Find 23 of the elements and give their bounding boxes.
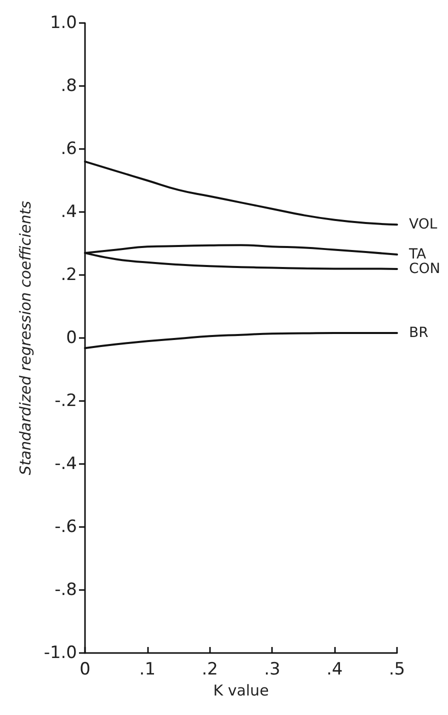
series-label: VOL [409, 216, 438, 233]
y-tick-label: 0 [66, 328, 77, 348]
series-label: TA [408, 246, 426, 263]
y-tick-label: -1.0 [44, 643, 77, 663]
y-tick-label: -.6 [54, 517, 77, 537]
y-tick-label: 1.0 [50, 13, 77, 33]
y-axis-title: Standardized regression coefficients [16, 200, 34, 476]
y-tick-label: .6 [60, 139, 77, 159]
series-label: BR [409, 324, 429, 341]
x-tick-label: .2 [202, 660, 218, 680]
y-tick-label: .4 [60, 202, 77, 222]
y-tick-label: -.2 [54, 391, 77, 411]
x-tick-label: .4 [326, 660, 343, 680]
series-label: CON [409, 261, 440, 278]
x-tick-label: .1 [139, 660, 156, 680]
x-tick-label: .3 [264, 660, 280, 680]
y-tick-label: .8 [60, 76, 77, 96]
x-tick-label: 0 [80, 660, 90, 680]
y-tick-label: .2 [60, 265, 77, 285]
y-tick-label: -.8 [54, 580, 77, 600]
x-axis-title: K value [213, 681, 269, 700]
y-tick-label: -.4 [54, 454, 77, 474]
x-tick-label: .5 [388, 660, 406, 680]
